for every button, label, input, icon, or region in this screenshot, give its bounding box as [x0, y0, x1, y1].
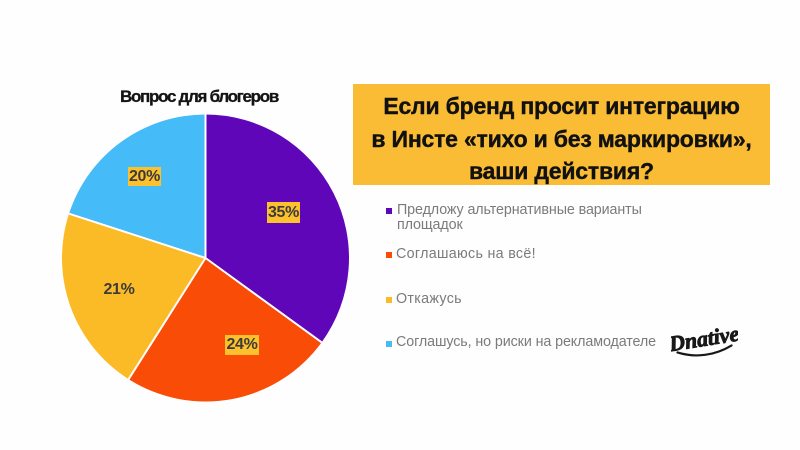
- svg-text:Dnative: Dnative: [671, 324, 738, 356]
